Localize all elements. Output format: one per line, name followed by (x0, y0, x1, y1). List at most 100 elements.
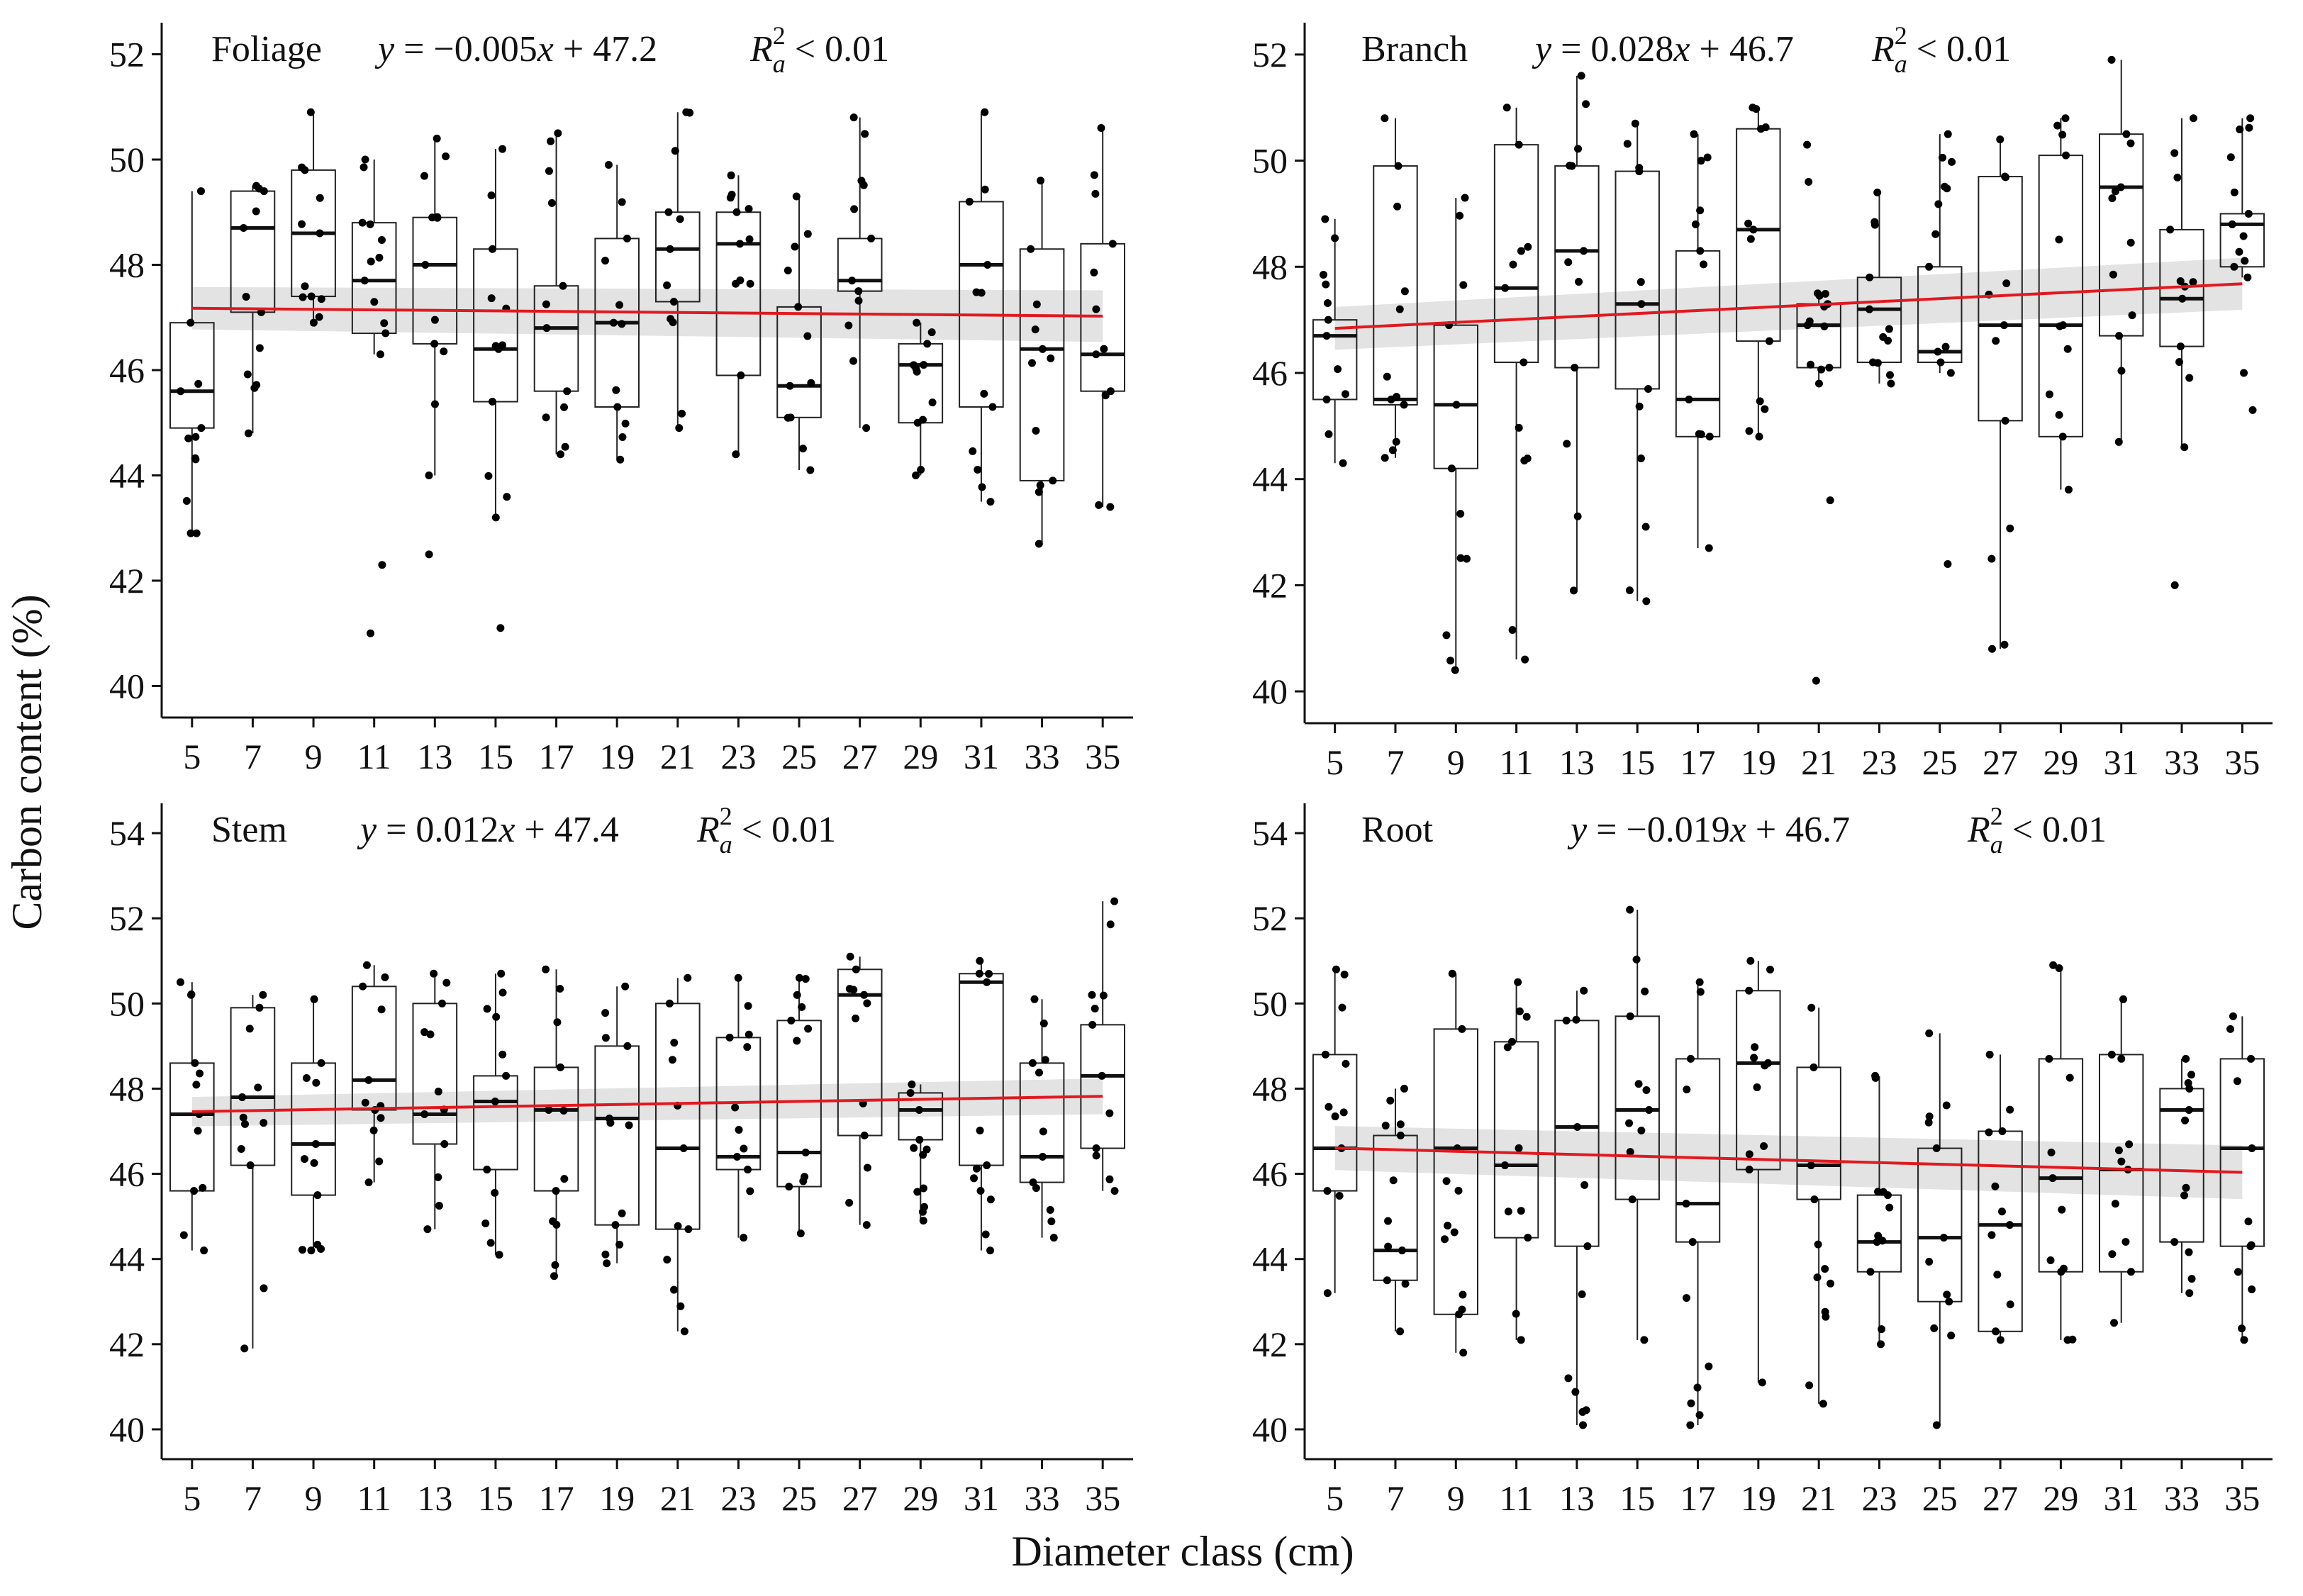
foliage-point (913, 318, 921, 327)
foliage-box-29 (898, 318, 944, 479)
branch-point (1508, 625, 1517, 634)
foliage-box-5 (169, 187, 215, 537)
root-point (1943, 1290, 1951, 1299)
branch-point (1744, 219, 1753, 228)
root-box-body (1675, 1058, 1721, 1243)
foliage-point (433, 213, 442, 222)
root-point (2185, 1289, 2194, 1298)
foliage-point (186, 529, 195, 537)
foliage-point (618, 320, 626, 328)
foliage-point (745, 235, 754, 243)
foliage-point (186, 318, 195, 327)
root-box-body (1615, 1015, 1660, 1200)
branch-y-tick-label: 46 (1252, 353, 1288, 393)
branch-point (1566, 162, 1574, 170)
root-point (1512, 1310, 1520, 1318)
root-box-9 (1433, 969, 1478, 1357)
root-point (2006, 1105, 2014, 1114)
foliage-point (919, 415, 927, 424)
panel-branch: 40 42 44 46 48 50 52 5 7 9 11 13 15 17 19 21 23 25 27 29 31 3… (1252, 21, 2273, 782)
branch-point (1342, 390, 1350, 398)
foliage-point (862, 424, 871, 433)
root-y-tick-label: 52 (1252, 898, 1288, 938)
branch-point (1564, 258, 1573, 267)
root-point (1819, 1400, 1827, 1408)
stem-point (745, 1030, 753, 1039)
root-panel-label: Root (1361, 810, 1434, 850)
branch-point (2058, 433, 2067, 441)
root-point (2111, 1200, 2119, 1208)
stem-box-33 (1019, 995, 1065, 1242)
foliage-point (317, 295, 325, 303)
foliage-point (561, 442, 569, 451)
stem-point (1028, 1059, 1037, 1067)
stem-box-13 (412, 969, 458, 1234)
foliage-point (664, 208, 673, 216)
branch-point (1696, 247, 1705, 255)
branch-point (1334, 365, 1342, 374)
root-point (2182, 1054, 2190, 1063)
stem-point (915, 1105, 923, 1114)
foliage-point (618, 198, 626, 206)
branch-point (1381, 114, 1389, 123)
branch-point (1461, 194, 1469, 202)
branch-box-9 (1433, 194, 1478, 674)
foliage-point (376, 350, 384, 359)
root-y-tick-label: 48 (1252, 1068, 1288, 1108)
foliage-point (240, 224, 248, 233)
root-point (2233, 1077, 2241, 1086)
foliage-point (488, 398, 496, 406)
stem-x-tick-label: 27 (842, 1478, 878, 1518)
foliage-box-23 (715, 171, 762, 459)
foliage-point (301, 282, 309, 291)
foliage-point (442, 152, 450, 160)
branch-point (2108, 194, 2117, 203)
foliage-box-body (959, 201, 1004, 408)
branch-box-body (1312, 319, 1358, 401)
stem-point (618, 1209, 626, 1217)
root-point (1381, 1122, 1390, 1130)
foliage-confidence-band (191, 286, 1103, 342)
foliage-point (732, 208, 741, 216)
foliage-point (252, 381, 261, 389)
branch-point (2126, 238, 2135, 247)
root-point (1810, 1195, 1819, 1204)
root-box-19 (1736, 956, 1781, 1387)
stem-x-tick-label: 17 (539, 1478, 574, 1518)
foliage-point (612, 386, 620, 394)
foliage-point (616, 455, 625, 464)
branch-point (1697, 157, 1705, 165)
root-point (1693, 1383, 1702, 1392)
branch-box-body (1675, 250, 1721, 437)
root-point (1458, 1025, 1466, 1033)
foliage-point (421, 261, 430, 269)
foliage-trend-line (191, 306, 1103, 318)
root-point (2045, 1054, 2053, 1063)
stem-point (442, 978, 451, 987)
foliage-point (358, 218, 367, 227)
stem-point (361, 1098, 369, 1107)
root-point (1323, 1289, 1332, 1298)
root-point (2247, 1054, 2255, 1063)
branch-point (1934, 347, 1942, 356)
foliage-point (1038, 345, 1047, 353)
root-point (1626, 905, 1634, 914)
branch-y-tick-label: 50 (1252, 141, 1288, 181)
branch-point (1456, 554, 1465, 562)
foliage-point (745, 205, 753, 213)
branch-point (2002, 173, 2010, 182)
stem-point (369, 1126, 378, 1134)
root-point (1945, 1298, 1953, 1306)
foliage-point (1027, 245, 1035, 253)
stem-box-7 (230, 990, 276, 1353)
stem-point (498, 1050, 507, 1059)
root-point (1991, 1182, 2000, 1190)
stem-point (377, 1114, 385, 1122)
foliage-x-tick-label: 17 (539, 737, 574, 776)
branch-point (1623, 140, 1632, 148)
foliage-point (430, 400, 439, 408)
foliage-point (981, 108, 989, 116)
branch-point (1934, 200, 1943, 208)
foliage-point (618, 433, 627, 441)
foliage-point (861, 130, 869, 138)
